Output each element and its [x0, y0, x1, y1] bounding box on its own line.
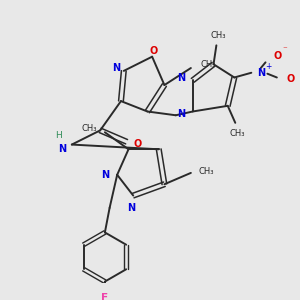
- Text: N: N: [177, 74, 185, 83]
- Text: CH₃: CH₃: [211, 31, 226, 40]
- Text: H: H: [56, 131, 62, 140]
- Text: O: O: [273, 51, 281, 61]
- Text: N: N: [257, 68, 265, 78]
- Text: CH₃: CH₃: [82, 124, 97, 133]
- Text: ⁻: ⁻: [283, 46, 287, 55]
- Text: O: O: [150, 46, 158, 56]
- Text: N: N: [112, 63, 120, 73]
- Text: N: N: [101, 170, 110, 180]
- Text: F: F: [101, 292, 109, 300]
- Text: CH₃: CH₃: [200, 60, 216, 69]
- Text: N: N: [127, 203, 135, 213]
- Text: +: +: [265, 61, 272, 70]
- Text: N: N: [177, 109, 185, 119]
- Text: N: N: [58, 144, 66, 154]
- Text: CH₃: CH₃: [230, 129, 245, 138]
- Text: O: O: [133, 139, 142, 148]
- Text: CH₃: CH₃: [198, 167, 214, 176]
- Text: O: O: [286, 74, 295, 84]
